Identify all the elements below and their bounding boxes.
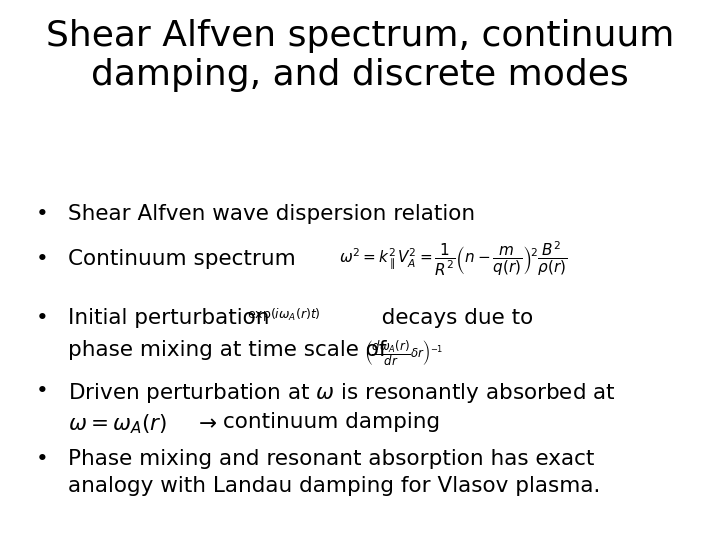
- Text: •: •: [36, 381, 49, 401]
- Text: $\mathrm{exp}(i\omega_{A}(r)t)$: $\mathrm{exp}(i\omega_{A}(r)t)$: [247, 306, 320, 322]
- Text: •: •: [36, 249, 49, 269]
- Text: Shear Alfven wave dispersion relation: Shear Alfven wave dispersion relation: [68, 204, 475, 224]
- Text: phase mixing at time scale of: phase mixing at time scale of: [68, 340, 387, 360]
- Text: $\omega^2 = k_{\parallel}^2 V_A^2 = \dfrac{1}{R^2}\left(n - \dfrac{m}{q(r)}\righ: $\omega^2 = k_{\parallel}^2 V_A^2 = \dfr…: [339, 240, 568, 279]
- Text: •: •: [36, 204, 49, 224]
- Text: Phase mixing and resonant absorption has exact
analogy with Landau damping for V: Phase mixing and resonant absorption has…: [68, 449, 600, 496]
- Text: Initial perturbation: Initial perturbation: [68, 308, 270, 328]
- Text: $\left(\dfrac{d\omega_A(r)}{dr}\delta r\right)^{-1}$: $\left(\dfrac{d\omega_A(r)}{dr}\delta r\…: [364, 338, 443, 368]
- Text: continuum damping: continuum damping: [223, 412, 441, 432]
- Text: Shear Alfven spectrum, continuum
damping, and discrete modes: Shear Alfven spectrum, continuum damping…: [46, 19, 674, 92]
- Text: $\rightarrow$: $\rightarrow$: [194, 412, 217, 432]
- Text: Continuum spectrum: Continuum spectrum: [68, 249, 296, 269]
- Text: Driven perturbation at $\omega$ is resonantly absorbed at: Driven perturbation at $\omega$ is reson…: [68, 381, 616, 404]
- Text: •: •: [36, 449, 49, 469]
- Text: decays due to: decays due to: [368, 308, 534, 328]
- Text: •: •: [36, 308, 49, 328]
- Text: $\omega{=}\omega_A(r)$: $\omega{=}\omega_A(r)$: [68, 412, 168, 436]
